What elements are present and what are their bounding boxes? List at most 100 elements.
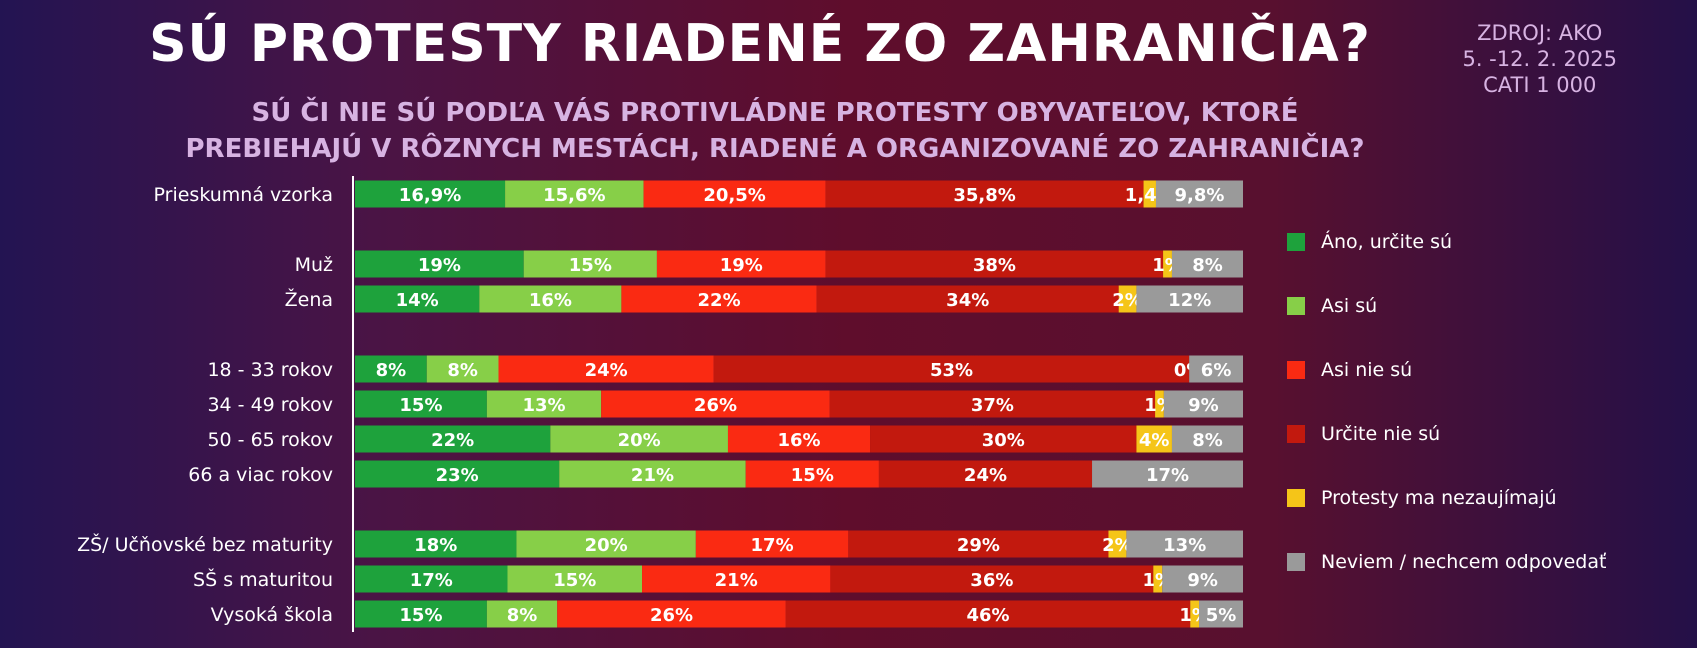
- data-label: 16%: [529, 290, 572, 311]
- data-label: 2%: [1102, 535, 1133, 556]
- bar-segment: [1155, 390, 1164, 418]
- legend-item: Určite nie sú: [1287, 420, 1440, 448]
- data-label: 22%: [431, 430, 474, 451]
- category-label: 66 a viac rokov: [188, 464, 333, 486]
- legend-item: Áno, určite sú: [1287, 228, 1452, 256]
- data-label: 18%: [414, 535, 457, 556]
- data-label: 8%: [507, 605, 538, 626]
- bar-segment: [507, 565, 643, 593]
- bar-segment: [1189, 355, 1243, 383]
- bar-segment: [486, 600, 558, 628]
- bar-segment: [426, 355, 499, 383]
- bar-segment: [355, 390, 487, 418]
- data-label: 4%: [1139, 430, 1170, 451]
- source-line-3: CATI 1 000: [1483, 73, 1597, 97]
- data-label: 8%: [1192, 255, 1223, 276]
- source-line-1: ZDROJ: AKO: [1477, 21, 1603, 45]
- bar-segment: [1190, 600, 1200, 628]
- bar-segment: [355, 600, 487, 628]
- bar-segment: [505, 180, 644, 208]
- bar-segment: [1118, 285, 1137, 313]
- data-label: 8%: [1192, 430, 1223, 451]
- bar-segment: [1153, 565, 1163, 593]
- bar-segment: [816, 285, 1119, 313]
- chart-subtitle: SÚ ČI NIE SÚ PODĽA VÁS PROTIVLÁDNE PROTE…: [160, 95, 1390, 167]
- category-label: 18 - 33 rokov: [207, 359, 333, 381]
- legend-label: Neviem / nechcem odpovedať: [1321, 551, 1607, 573]
- data-label: 15%: [399, 395, 442, 416]
- bar-segment: [355, 530, 517, 558]
- bar-segment: [557, 600, 786, 628]
- data-label: 38%: [973, 255, 1016, 276]
- category-label: Vysoká škola: [211, 604, 333, 626]
- legend-item: Neviem / nechcem odpovedať: [1287, 548, 1606, 576]
- bar-segment: [1108, 530, 1127, 558]
- bar-segment: [559, 460, 746, 488]
- bar-segment: [785, 600, 1191, 628]
- data-label: 2%: [1112, 290, 1143, 311]
- bar-segment: [486, 390, 602, 418]
- bar-segment: [355, 250, 524, 278]
- legend-swatch: [1287, 553, 1305, 571]
- legend-swatch: [1287, 233, 1305, 251]
- bar-segment: [1143, 180, 1156, 208]
- data-label: 36%: [970, 570, 1013, 591]
- legend-item: Asi sú: [1287, 292, 1377, 320]
- data-label: 46%: [966, 605, 1009, 626]
- legend-item: Protesty ma nezaujímajú: [1287, 484, 1557, 512]
- bar-segment: [355, 460, 560, 488]
- bar-segment: [848, 530, 1109, 558]
- bar-segment: [479, 285, 622, 313]
- bar-segment: [516, 530, 696, 558]
- legend-label: Asi sú: [1321, 295, 1378, 317]
- data-label: 12%: [1168, 290, 1211, 311]
- data-label: 5%: [1206, 605, 1237, 626]
- data-label: 35,8%: [953, 185, 1015, 206]
- bar-segment: [713, 355, 1190, 383]
- data-label: 26%: [694, 395, 737, 416]
- bar-segment: [355, 425, 551, 453]
- bar-segment: [355, 565, 508, 593]
- data-label: 17%: [410, 570, 453, 591]
- legend-label: Protesty ma nezaujímajú: [1321, 487, 1557, 509]
- bar-segment: [1163, 250, 1172, 278]
- data-label: 15%: [399, 605, 442, 626]
- data-label: 30%: [982, 430, 1025, 451]
- source-line-2: 5. -12. 2. 2025: [1462, 47, 1617, 71]
- category-label: ZŠ/ Učňovské bez maturity: [77, 532, 333, 556]
- legend-swatch: [1287, 425, 1305, 443]
- data-label: 9,8%: [1175, 185, 1225, 206]
- data-label: 53%: [930, 360, 973, 381]
- data-label: 22%: [698, 290, 741, 311]
- data-label: 17%: [751, 535, 794, 556]
- data-label: 6%: [1201, 360, 1232, 381]
- legend-label: Asi nie sú: [1321, 359, 1413, 381]
- bar-segment: [1092, 460, 1243, 488]
- data-label: 20,5%: [703, 185, 765, 206]
- bar-segment: [355, 355, 427, 383]
- category-label: Žena: [285, 288, 333, 311]
- legend-label: Áno, určite sú: [1321, 231, 1453, 253]
- subtitle-line-2: PREBIEHAJÚ V RÔZNYCH MESTÁCH, RIADENÉ A …: [185, 134, 1365, 164]
- source-info: ZDROJ: AKO 5. -12. 2. 2025 CATI 1 000: [1462, 20, 1617, 98]
- bar-segment: [1199, 600, 1243, 628]
- data-label: 23%: [436, 465, 479, 486]
- legend-swatch: [1287, 361, 1305, 379]
- bar-segment: [1126, 530, 1243, 558]
- bar-segment: [1171, 250, 1243, 278]
- data-label: 21%: [631, 465, 674, 486]
- bar-segment: [829, 390, 1156, 418]
- category-label: SŠ s maturitou: [193, 567, 333, 591]
- data-label: 29%: [957, 535, 1000, 556]
- data-label: 19%: [720, 255, 763, 276]
- bar-segment: [1162, 565, 1243, 593]
- bar-segment: [621, 285, 817, 313]
- data-label: 13%: [522, 395, 565, 416]
- legend-swatch: [1287, 297, 1305, 315]
- data-label: 20%: [618, 430, 661, 451]
- data-label: 15%: [553, 570, 596, 591]
- data-label: 20%: [585, 535, 628, 556]
- data-label: 15%: [791, 465, 834, 486]
- data-label: 21%: [715, 570, 758, 591]
